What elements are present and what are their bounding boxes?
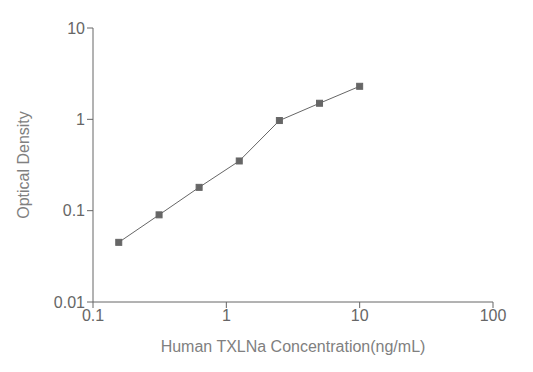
svg-text:1: 1: [76, 111, 85, 128]
svg-text:10: 10: [67, 20, 85, 37]
svg-text:0.01: 0.01: [54, 294, 85, 311]
svg-text:0.1: 0.1: [82, 307, 104, 324]
svg-text:Optical Density: Optical Density: [15, 111, 32, 219]
svg-text:0.1: 0.1: [63, 202, 85, 219]
svg-text:100: 100: [480, 307, 507, 324]
svg-text:10: 10: [351, 307, 369, 324]
svg-text:Human TXLNa Concentration(ng/m: Human TXLNa Concentration(ng/mL): [161, 338, 426, 355]
svg-text:1: 1: [222, 307, 231, 324]
